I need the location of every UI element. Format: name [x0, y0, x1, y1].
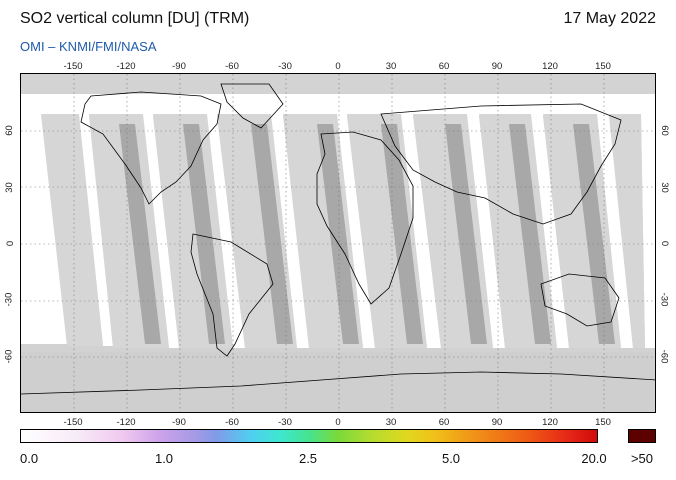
so2-map: [20, 73, 656, 413]
lat-tick-left: 0: [5, 240, 17, 247]
coastlines: [21, 83, 655, 395]
greenland-coast: [220, 83, 284, 129]
lon-tick-top: -120: [116, 61, 136, 72]
lon-tick-top: -30: [278, 61, 292, 72]
lon-tick-bottom: -120: [116, 417, 136, 428]
lon-tick-bottom: 120: [542, 417, 558, 428]
lon-tick-bottom: -150: [63, 417, 83, 428]
map-svg: [21, 74, 655, 412]
lon-tick-bottom: 30: [385, 417, 397, 428]
lon-tick-top: 0: [335, 61, 341, 72]
lon-tick-bottom: -90: [172, 417, 186, 428]
lat-tick-right: 0: [659, 240, 671, 247]
lon-tick-top: 120: [542, 61, 558, 72]
lat-tick-left: 30: [3, 182, 15, 193]
asia-coast: [380, 103, 622, 225]
lon-tick-top: -90: [172, 61, 186, 72]
lon-tick-bottom: 90: [491, 417, 503, 428]
plot-date: 17 May 2022: [563, 10, 656, 27]
lon-tick-top: -150: [63, 61, 83, 72]
europe-africa-coast: [316, 131, 414, 305]
colorbar-over-box: [628, 429, 656, 443]
lat-tick-right: -30: [658, 292, 670, 307]
lon-tick-bottom: 60: [438, 417, 450, 428]
lon-tick-top: 90: [491, 61, 503, 72]
lon-tick-bottom: -60: [225, 417, 239, 428]
colorbar-label: 2.5: [298, 451, 318, 466]
south-america-coast: [190, 233, 274, 357]
data-credit: OMI – KNMI/FMI/NASA: [20, 39, 157, 54]
australia-coast: [540, 273, 620, 327]
swaths-dark: [119, 124, 615, 344]
lon-tick-top: -60: [225, 61, 239, 72]
lat-tick-left: -30: [3, 292, 15, 307]
swath-gaps: [21, 94, 655, 348]
lat-tick-left: 60: [3, 125, 15, 136]
colorbar-label: 20.0: [581, 451, 607, 466]
plot-title: SO2 vertical column [DU] (TRM): [20, 10, 250, 27]
south-polar-region: [21, 352, 655, 412]
lat-tick-left: -60: [3, 349, 15, 364]
lon-tick-top: 30: [385, 61, 397, 72]
colorbar-over-label: >50: [630, 451, 654, 466]
colorbar: [20, 429, 598, 443]
north-america-coast: [80, 91, 222, 205]
lon-tick-bottom: -30: [278, 417, 292, 428]
colorbar-label: 5.0: [441, 451, 461, 466]
lon-tick-bottom: 150: [595, 417, 611, 428]
lat-tick-right: 60: [658, 125, 670, 136]
antarctica-coast: [21, 371, 655, 395]
lon-tick-top: 60: [438, 61, 450, 72]
swaths-light: [41, 114, 645, 348]
lat-tick-right: 30: [658, 182, 670, 193]
colorbar-label: 0.0: [20, 451, 39, 466]
lat-tick-right: -60: [658, 349, 670, 364]
colorbar-label: 1.0: [154, 451, 174, 466]
lon-tick-top: 150: [595, 61, 611, 72]
lon-tick-bottom: 0: [335, 417, 341, 428]
